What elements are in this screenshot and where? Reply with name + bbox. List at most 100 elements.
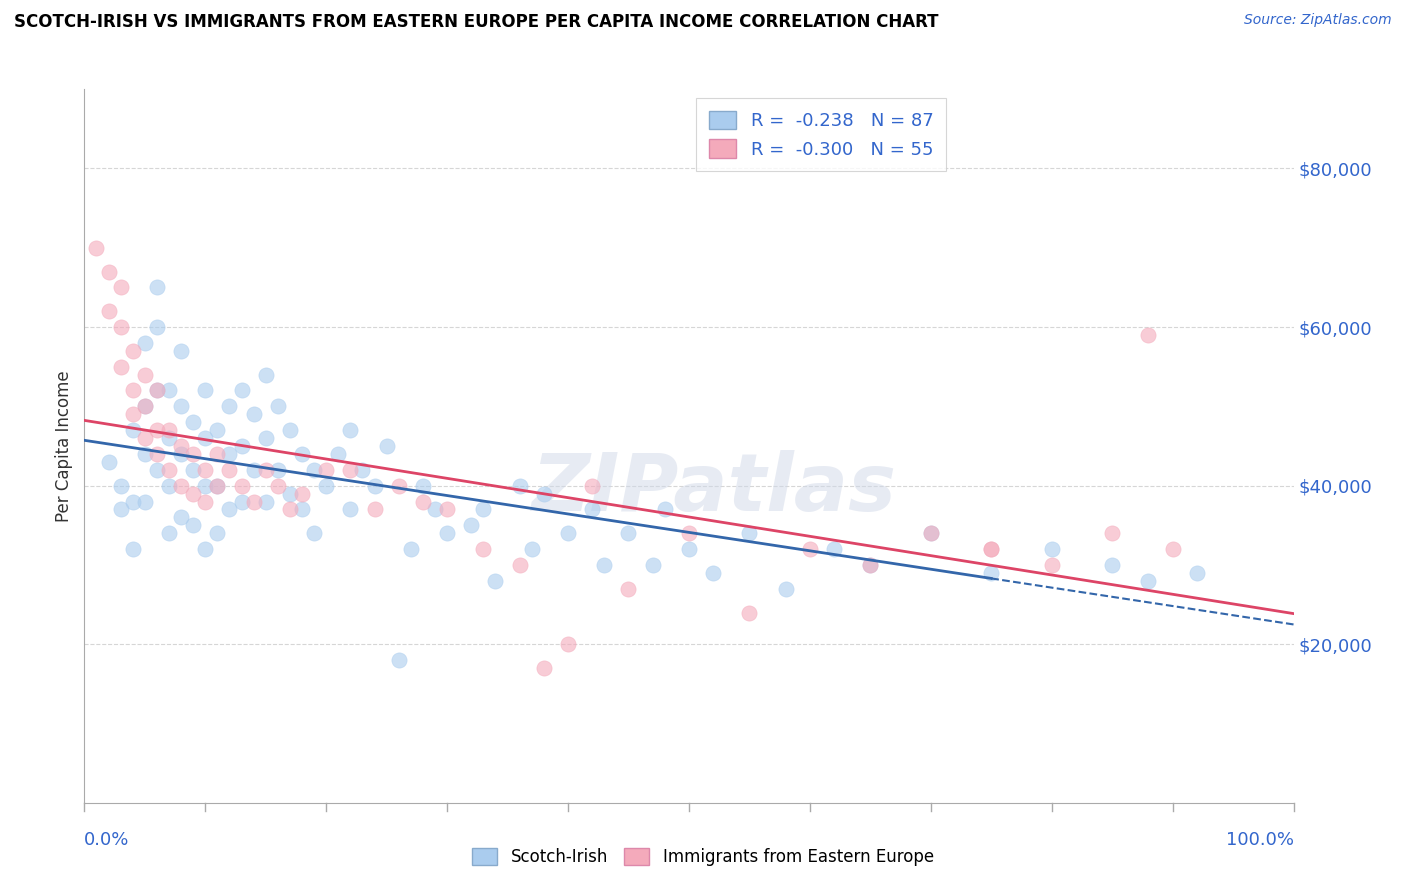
Point bbox=[157, 431, 180, 445]
Text: SCOTCH-IRISH VS IMMIGRANTS FROM EASTERN EUROPE PER CAPITA INCOME CORRELATION CHA: SCOTCH-IRISH VS IMMIGRANTS FROM EASTERN … bbox=[14, 13, 939, 31]
Legend: Scotch-Irish, Immigrants from Eastern Europe: Scotch-Irish, Immigrants from Eastern Eu… bbox=[464, 840, 942, 875]
Y-axis label: Per Capita Income: Per Capita Income bbox=[55, 370, 73, 522]
Point bbox=[859, 558, 882, 572]
Point bbox=[738, 606, 761, 620]
Point bbox=[533, 661, 555, 675]
Point bbox=[1137, 328, 1160, 343]
Point bbox=[799, 542, 821, 557]
Point bbox=[472, 502, 495, 516]
Point bbox=[134, 368, 156, 382]
Point bbox=[472, 542, 495, 557]
Point bbox=[121, 542, 143, 557]
Point bbox=[823, 542, 845, 557]
Point bbox=[254, 431, 277, 445]
Point bbox=[157, 423, 180, 437]
Point bbox=[194, 478, 217, 492]
Point bbox=[134, 431, 156, 445]
Point bbox=[181, 447, 204, 461]
Point bbox=[97, 455, 120, 469]
Point bbox=[617, 582, 640, 596]
Point bbox=[678, 542, 700, 557]
Point bbox=[267, 478, 290, 492]
Point bbox=[121, 343, 143, 358]
Point bbox=[980, 566, 1002, 580]
Point bbox=[134, 494, 156, 508]
Point bbox=[121, 384, 143, 398]
Point bbox=[328, 447, 350, 461]
Point bbox=[194, 494, 217, 508]
Point bbox=[254, 368, 277, 382]
Point bbox=[207, 447, 229, 461]
Point bbox=[170, 478, 193, 492]
Point bbox=[110, 320, 132, 334]
Point bbox=[254, 463, 277, 477]
Point bbox=[146, 280, 169, 294]
Point bbox=[218, 400, 240, 414]
Text: ZIPatlas: ZIPatlas bbox=[530, 450, 896, 528]
Point bbox=[593, 558, 616, 572]
Point bbox=[339, 423, 361, 437]
Point bbox=[291, 447, 314, 461]
Point bbox=[121, 423, 143, 437]
Point bbox=[121, 407, 143, 421]
Point bbox=[581, 478, 603, 492]
Point bbox=[146, 384, 169, 398]
Point bbox=[412, 494, 434, 508]
Point bbox=[242, 407, 264, 421]
Point bbox=[412, 478, 434, 492]
Point bbox=[509, 478, 531, 492]
Point bbox=[86, 241, 108, 255]
Point bbox=[484, 574, 506, 588]
Point bbox=[1101, 526, 1123, 541]
Point bbox=[194, 463, 217, 477]
Point bbox=[157, 463, 180, 477]
Point bbox=[207, 478, 229, 492]
Point bbox=[134, 400, 156, 414]
Point bbox=[557, 526, 579, 541]
Point bbox=[146, 384, 169, 398]
Point bbox=[194, 384, 217, 398]
Point bbox=[278, 423, 301, 437]
Point bbox=[181, 486, 204, 500]
Point bbox=[267, 400, 290, 414]
Point bbox=[509, 558, 531, 572]
Point bbox=[146, 463, 169, 477]
Text: 0.0%: 0.0% bbox=[84, 831, 129, 849]
Point bbox=[231, 478, 253, 492]
Text: Source: ZipAtlas.com: Source: ZipAtlas.com bbox=[1244, 13, 1392, 28]
Point bbox=[315, 478, 337, 492]
Point bbox=[110, 359, 132, 374]
Point bbox=[278, 502, 301, 516]
Point bbox=[231, 439, 253, 453]
Point bbox=[520, 542, 543, 557]
Point bbox=[194, 542, 217, 557]
Point bbox=[181, 518, 204, 533]
Point bbox=[254, 494, 277, 508]
Point bbox=[207, 478, 229, 492]
Point bbox=[146, 447, 169, 461]
Text: 100.0%: 100.0% bbox=[1226, 831, 1294, 849]
Point bbox=[302, 526, 325, 541]
Point bbox=[678, 526, 700, 541]
Point bbox=[641, 558, 664, 572]
Point bbox=[920, 526, 942, 541]
Point bbox=[1040, 542, 1063, 557]
Point bbox=[121, 494, 143, 508]
Point bbox=[302, 463, 325, 477]
Point bbox=[1101, 558, 1123, 572]
Point bbox=[436, 502, 458, 516]
Point bbox=[533, 486, 555, 500]
Point bbox=[1040, 558, 1063, 572]
Point bbox=[146, 423, 169, 437]
Point bbox=[339, 463, 361, 477]
Point bbox=[110, 502, 132, 516]
Point bbox=[775, 582, 797, 596]
Point bbox=[557, 637, 579, 651]
Point bbox=[170, 400, 193, 414]
Point bbox=[157, 384, 180, 398]
Point bbox=[242, 463, 264, 477]
Point bbox=[980, 542, 1002, 557]
Point bbox=[291, 486, 314, 500]
Legend: R =  -0.238   N = 87, R =  -0.300   N = 55: R = -0.238 N = 87, R = -0.300 N = 55 bbox=[696, 98, 946, 171]
Point bbox=[134, 335, 156, 350]
